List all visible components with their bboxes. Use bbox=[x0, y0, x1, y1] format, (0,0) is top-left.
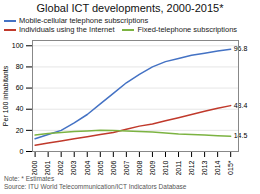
svg-text:2009: 2009 bbox=[149, 160, 156, 175]
svg-text:80: 80 bbox=[16, 63, 24, 70]
html-text:Source: ITU World Telecommunic: Source: ITU World Telecommunication/ICT … bbox=[4, 183, 187, 190]
svg-text:2006: 2006 bbox=[110, 160, 117, 175]
svg-text:2005: 2005 bbox=[97, 160, 104, 175]
svg-text:2003: 2003 bbox=[70, 160, 77, 175]
svg-text:20: 20 bbox=[16, 127, 24, 134]
svg-text:Per 100 inhabitants: Per 100 inhabitants bbox=[2, 65, 9, 126]
html-text:Mobile-cellular telephone subs: Mobile-cellular telephone subscriptions bbox=[19, 16, 149, 25]
svg-text:43.4: 43.4 bbox=[234, 102, 248, 109]
html-text:Global ICT developments, 2000-: Global ICT developments, 2000-2015* bbox=[36, 2, 224, 14]
svg-text:2002: 2002 bbox=[57, 160, 64, 175]
svg-text:96.8: 96.8 bbox=[234, 45, 248, 52]
svg-text:0: 0 bbox=[20, 148, 24, 155]
svg-text:60: 60 bbox=[16, 84, 24, 91]
html-text:Individuals using the Internet: Individuals using the Internet bbox=[19, 25, 115, 34]
svg-text:2007: 2007 bbox=[123, 160, 130, 175]
svg-text:2011: 2011 bbox=[175, 160, 182, 175]
svg-text:2004: 2004 bbox=[83, 160, 90, 175]
svg-text:40: 40 bbox=[16, 105, 24, 112]
svg-text:14.5: 14.5 bbox=[234, 132, 248, 139]
svg-text:2015*: 2015* bbox=[227, 160, 234, 175]
svg-text:2008: 2008 bbox=[136, 160, 143, 175]
svg-text:2010: 2010 bbox=[162, 160, 169, 175]
svg-text:2014: 2014 bbox=[214, 160, 221, 175]
svg-text:2012: 2012 bbox=[188, 160, 195, 175]
svg-text:2001: 2001 bbox=[44, 160, 51, 175]
svg-text:100: 100 bbox=[12, 42, 24, 49]
html-text:Fixed-telephone subscriptions: Fixed-telephone subscriptions bbox=[137, 25, 238, 34]
svg-text:2013: 2013 bbox=[201, 160, 208, 175]
html-text:Note: * Estimates: Note: * Estimates bbox=[4, 175, 55, 182]
svg-text:2000: 2000 bbox=[31, 160, 38, 175]
